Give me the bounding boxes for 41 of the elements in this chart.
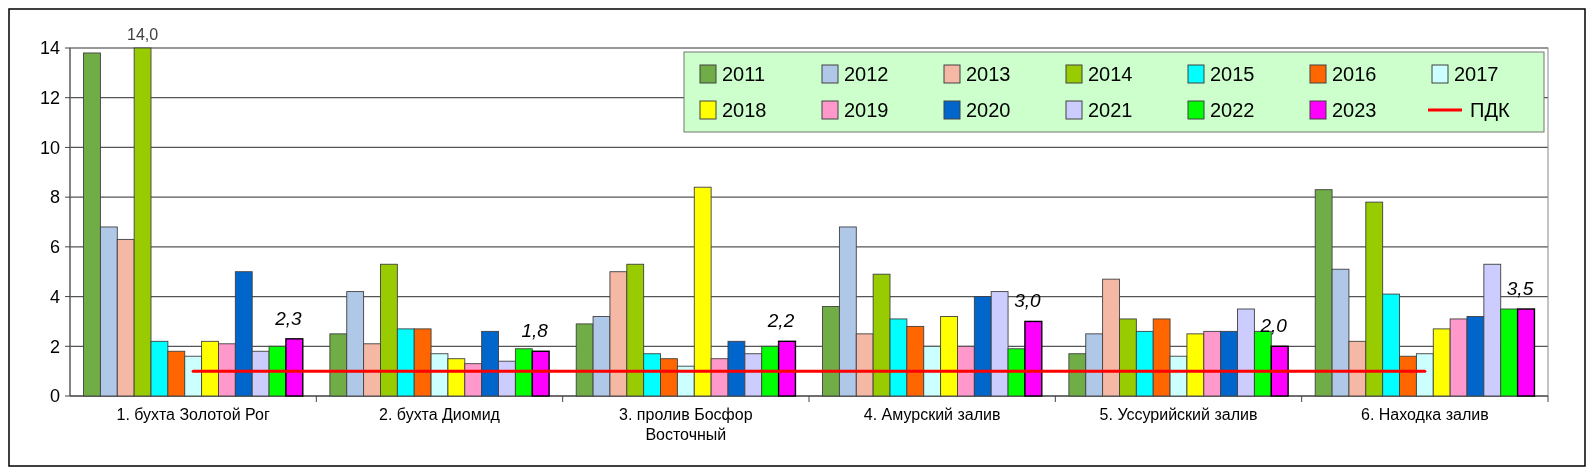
legend-label: 2016 xyxy=(1332,63,1377,85)
legend-label: 2020 xyxy=(966,99,1011,121)
legend-label: 2014 xyxy=(1088,63,1133,85)
x-tick-label: 4. Амурский залив xyxy=(863,406,1001,423)
legend-label: 2011 xyxy=(722,63,766,85)
y-tick-label: 12 xyxy=(39,88,60,109)
legend-label: 2022 xyxy=(1210,99,1255,121)
legend-label: 2013 xyxy=(966,63,1011,85)
bar xyxy=(285,338,304,397)
data-label: 1,8 xyxy=(521,320,549,342)
legend-label: ПДК xyxy=(1470,99,1510,121)
legend-label: 2018 xyxy=(722,99,767,121)
data-label: 3,5 xyxy=(1506,278,1534,299)
bar xyxy=(777,340,797,397)
y-tick-label: 10 xyxy=(39,137,60,158)
legend-label: 2023 xyxy=(1332,99,1377,121)
data-label: 2,3 xyxy=(274,307,302,329)
y-tick-label: 4 xyxy=(49,286,60,307)
legend-label: 2015 xyxy=(1210,63,1255,85)
legend-label: 2012 xyxy=(844,63,889,85)
x-tick-label: 5. Уссурийский залив xyxy=(1099,406,1258,423)
y-tick-label: 2 xyxy=(49,336,60,357)
data-label: 2,0 xyxy=(1259,315,1288,337)
y-tick-label: 8 xyxy=(49,187,60,208)
data-label: 14,0 xyxy=(127,26,159,43)
data-label: 2,2 xyxy=(766,310,795,332)
legend-label: 2021 xyxy=(1088,99,1133,121)
bar xyxy=(1270,345,1289,397)
legend-label: 2019 xyxy=(844,99,889,121)
data-label: 3,0 xyxy=(1014,290,1041,312)
bar xyxy=(531,350,550,397)
y-tick-label: 14 xyxy=(39,38,60,59)
bar xyxy=(1024,320,1043,397)
x-tick-label: 3. пролив Босфор Восточный xyxy=(619,406,753,443)
x-tick-label: 6. Находка залив xyxy=(1361,406,1489,423)
y-tick-label: 6 xyxy=(49,237,60,258)
bar xyxy=(1516,308,1536,397)
legend-label: 2017 xyxy=(1454,63,1499,85)
x-tick-label: 2. бухта Диомид xyxy=(379,406,501,423)
y-tick-label: 0 xyxy=(49,386,60,407)
x-tick-label: 1. бухта Золотой Рог xyxy=(116,406,270,423)
